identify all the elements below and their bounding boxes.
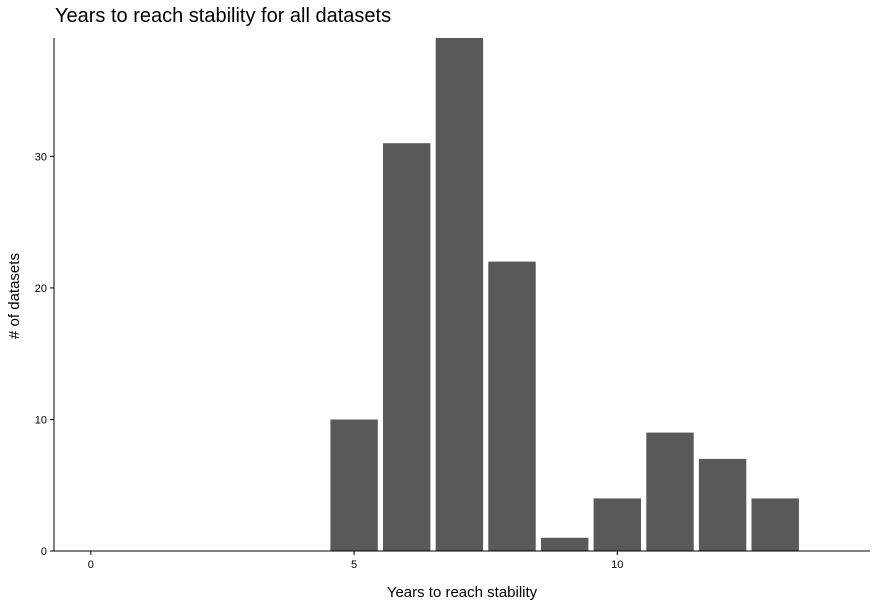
bars-group: [330, 38, 799, 551]
bar-13: [751, 498, 799, 551]
x-tick-label: 5: [351, 559, 357, 571]
x-axis-ticks: 0 5 10: [88, 551, 623, 571]
bar-12: [698, 458, 747, 551]
chart-title: Years to reach stability for all dataset…: [55, 5, 391, 27]
bar-5: [330, 419, 378, 551]
y-tick-label: 20: [35, 283, 47, 295]
bar-6: [383, 143, 431, 551]
y-axis-title: # of datasets: [6, 253, 23, 339]
y-tick-label: 0: [41, 546, 47, 558]
x-axis-title: Years to reach stability: [387, 584, 538, 601]
x-tick-label: 0: [88, 559, 94, 571]
x-tick-label: 10: [611, 559, 623, 571]
bar-11: [646, 432, 694, 551]
bar-7: [435, 38, 484, 551]
bar-8: [488, 261, 536, 551]
y-tick-label: 10: [35, 414, 47, 426]
y-tick-label: 30: [35, 151, 47, 163]
bar-9: [541, 537, 589, 551]
y-axis-ticks: 0 10 20 30: [35, 151, 54, 558]
bar-10: [593, 498, 641, 551]
